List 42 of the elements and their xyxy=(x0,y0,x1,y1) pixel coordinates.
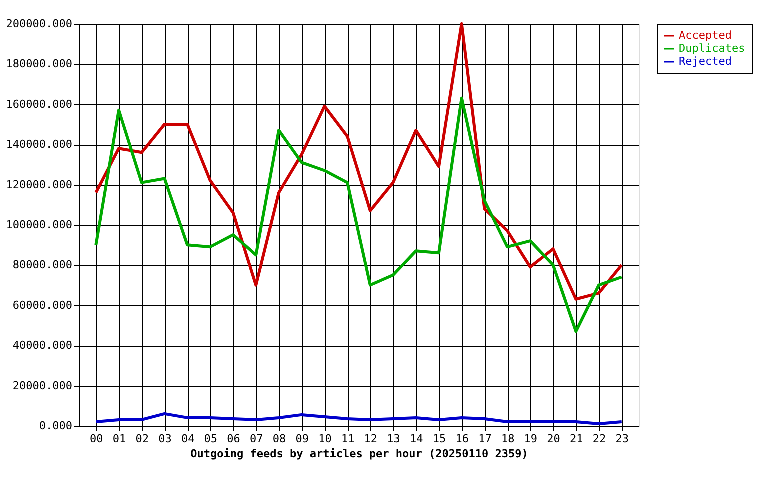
x-tick-label: 18 xyxy=(501,432,515,446)
y-tick-label: 100000.000 xyxy=(6,218,72,232)
x-tick-label: 10 xyxy=(318,432,332,446)
line-series xyxy=(94,412,624,426)
x-tick-label: 15 xyxy=(432,432,446,446)
legend-label: Rejected xyxy=(679,55,732,68)
y-tick-label: 40000.000 xyxy=(12,339,72,352)
x-tick-label: 11 xyxy=(341,432,355,446)
x-tick-label: 21 xyxy=(570,432,584,446)
x-axis-title: Outgoing feeds by articles per hour (20250110 2359) xyxy=(190,448,528,460)
x-tick-label: 22 xyxy=(592,432,606,446)
x-tick-label: 08 xyxy=(272,432,286,446)
y-tick-label: 120000.000 xyxy=(6,178,72,192)
y-tick-label: 0.000 xyxy=(39,420,72,432)
x-tick-label: 12 xyxy=(364,432,378,446)
x-tick-label: 16 xyxy=(456,432,469,446)
y-tick-label: 140000.000 xyxy=(6,138,72,152)
x-tick-label: 23 xyxy=(616,432,629,446)
y-tick-label: 20000.000 xyxy=(12,379,72,392)
x-tick-label: 19 xyxy=(524,432,538,446)
x-tick-label: 02 xyxy=(136,432,149,446)
x-tick-label: 20 xyxy=(547,432,560,446)
y-tick-label: 60000.000 xyxy=(12,298,72,312)
legend-label: Duplicates xyxy=(679,42,746,55)
x-tick-label: 17 xyxy=(478,432,492,446)
x-tick-label: 04 xyxy=(181,432,196,446)
x-tick-label: 07 xyxy=(250,432,264,446)
y-tick-label: 200000.000 xyxy=(6,18,72,30)
y-tick-label: 160000.000 xyxy=(6,98,72,111)
legend-label: Accepted xyxy=(679,29,732,42)
y-tick-label: 80000.000 xyxy=(12,258,72,272)
x-tick-label: 13 xyxy=(387,432,400,446)
x-tick-label: 09 xyxy=(296,432,309,446)
x-tick-label: 06 xyxy=(227,432,240,446)
x-tick-label: 01 xyxy=(112,432,126,446)
line-series xyxy=(94,22,624,301)
x-tick-label: 00 xyxy=(90,432,104,446)
x-tick-label: 05 xyxy=(204,432,218,446)
x-tick-label: 14 xyxy=(410,432,424,446)
y-tick-label: 180000.000 xyxy=(6,58,72,71)
x-tick-label: 03 xyxy=(158,432,172,446)
line-series xyxy=(94,96,624,334)
